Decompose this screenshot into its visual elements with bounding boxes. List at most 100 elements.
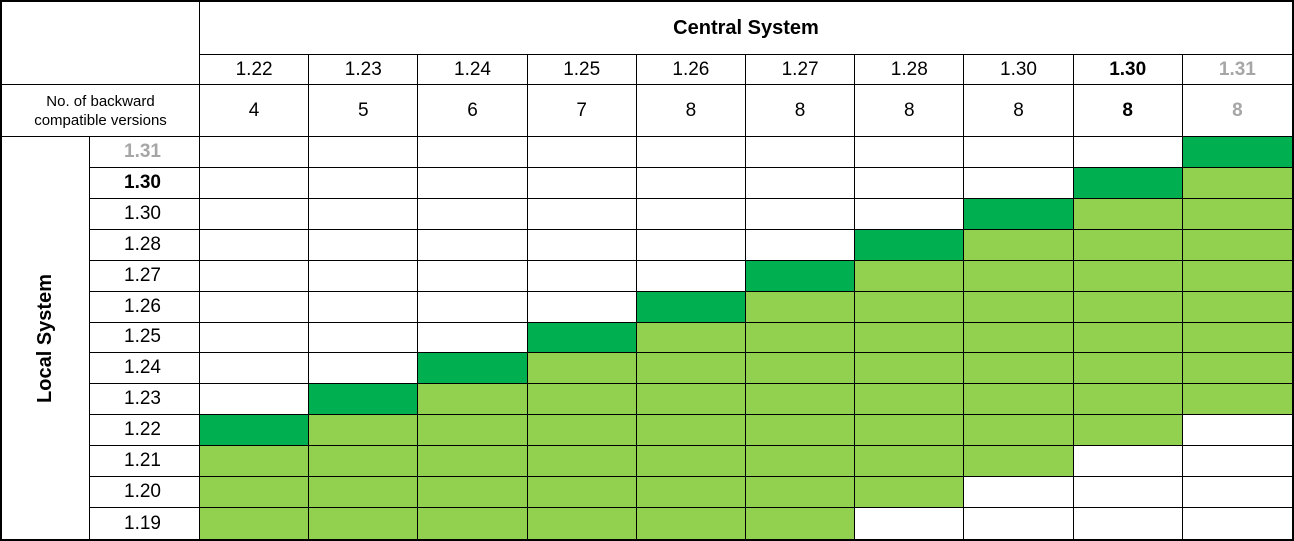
backward-compatible-count: 5 [309,85,419,137]
compatible-cell [527,477,637,509]
column-header-version: 1.27 [745,55,856,85]
same-version-cell [418,353,528,385]
empty-cell [418,291,528,323]
empty-cell [745,229,856,261]
empty-cell [527,137,637,168]
empty-cell [527,260,637,292]
row-header-version: 1.20 [90,477,200,509]
central-system-title: Central System [200,2,1292,55]
empty-cell [745,137,856,168]
column-header-version: 1.30 [1073,55,1183,85]
compatible-cell [1073,322,1183,354]
same-version-cell [309,384,419,416]
backward-compatible-label-line1: No. of backward [46,92,155,110]
empty-cell [527,198,637,230]
compatible-cell [527,508,637,539]
compatible-cell [527,384,637,416]
compatible-cell [200,446,310,478]
empty-cell [745,198,856,230]
empty-cell [527,167,637,199]
row-header-version: 1.19 [90,508,200,539]
empty-cell [1182,415,1292,447]
compatible-cell [855,415,965,447]
empty-cell [636,137,746,168]
empty-cell [200,322,310,354]
row-header-version: 1.30 [90,167,200,199]
compatible-cell [855,291,965,323]
compatible-cell [1073,353,1183,385]
compatible-cell [964,322,1074,354]
compatible-cell [527,415,637,447]
compatible-cell [1182,384,1292,416]
compatible-cell [855,353,965,385]
empty-cell [309,291,419,323]
empty-cell [309,322,419,354]
column-header-version: 1.31 [1182,55,1292,85]
empty-cell [418,167,528,199]
compatible-cell [1073,229,1183,261]
compatible-cell [745,353,856,385]
column-header-version: 1.24 [418,55,528,85]
empty-cell [636,229,746,261]
compatible-cell [1073,260,1183,292]
empty-cell [964,137,1074,168]
compatible-cell [636,384,746,416]
empty-cell [309,229,419,261]
same-version-cell [636,291,746,323]
empty-cell [636,260,746,292]
row-header-version: 1.27 [90,260,200,292]
backward-compatible-count: 8 [1182,85,1292,137]
row-header-version: 1.25 [90,322,200,354]
empty-cell [855,167,965,199]
corner-blank [2,2,200,85]
backward-compatible-label: No. of backward compatible versions [2,85,200,137]
empty-cell [527,291,637,323]
column-header-version: 1.28 [855,55,965,85]
same-version-cell [855,229,965,261]
compatible-cell [636,477,746,509]
compatible-cell [418,477,528,509]
compatible-cell [309,477,419,509]
compatible-cell [1182,322,1292,354]
backward-compatible-count: 8 [745,85,856,137]
backward-compatible-count: 8 [964,85,1074,137]
empty-cell [200,167,310,199]
compatible-cell [1182,167,1292,199]
empty-cell [309,353,419,385]
column-header-version: 1.25 [527,55,637,85]
column-header-version: 1.26 [636,55,746,85]
empty-cell [855,508,965,539]
compatible-cell [418,508,528,539]
compatible-cell [745,477,856,509]
same-version-cell [1073,167,1183,199]
row-header-version: 1.28 [90,229,200,261]
empty-cell [964,508,1074,539]
column-header-version: 1.30 [964,55,1074,85]
compatible-cell [418,384,528,416]
empty-cell [964,167,1074,199]
backward-compatible-count: 8 [855,85,965,137]
empty-cell [1073,137,1183,168]
empty-cell [309,198,419,230]
compatible-cell [964,353,1074,385]
same-version-cell [200,415,310,447]
compatible-cell [964,291,1074,323]
compatible-cell [855,384,965,416]
compatible-cell [964,229,1074,261]
compatible-cell [636,446,746,478]
empty-cell [200,384,310,416]
empty-cell [1183,508,1292,539]
compatible-cell [1073,291,1183,323]
empty-cell [309,260,419,292]
empty-cell [418,229,528,261]
empty-cell [200,260,310,292]
compatible-cell [1073,384,1183,416]
backward-compatible-count: 4 [200,85,310,137]
row-header-version: 1.26 [90,291,200,323]
compatible-cell [855,260,965,292]
compatible-cell [418,446,528,478]
compatible-cell [964,384,1074,416]
compatible-cell [855,322,965,354]
empty-cell [527,229,637,261]
